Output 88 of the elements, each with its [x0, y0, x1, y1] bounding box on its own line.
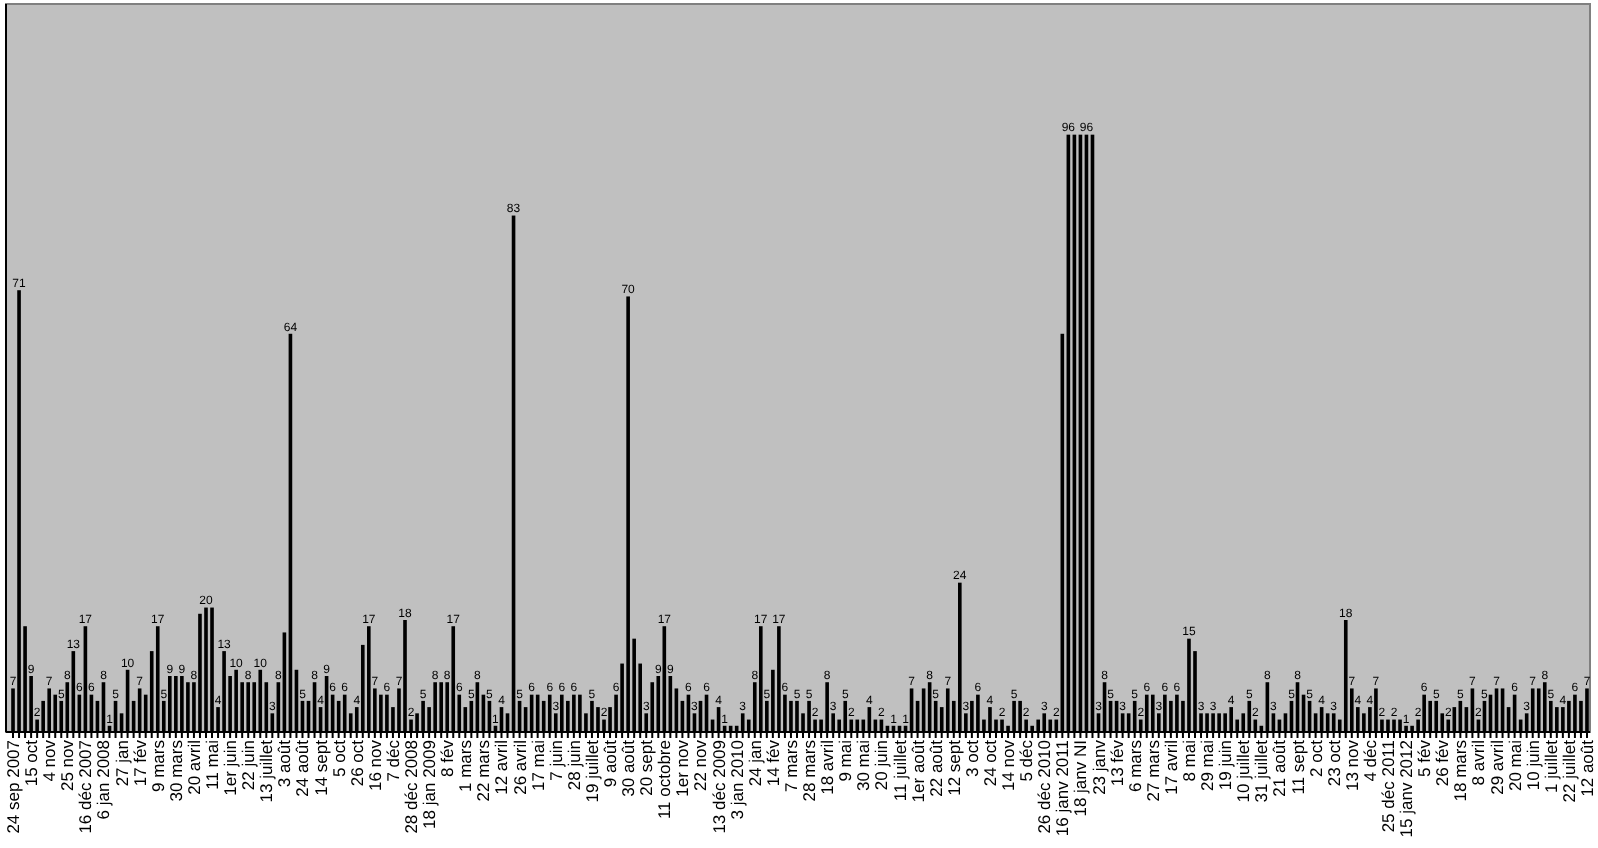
x-tick-label: 4 déc	[1359, 738, 1380, 782]
x-tick-label: 15 oct	[21, 738, 42, 787]
x-tick-label: 14 sept	[310, 738, 331, 796]
x-tick-label: 25 nov	[57, 738, 78, 792]
x-tick-label: 20 sept	[636, 738, 657, 796]
x-tick-label: 21 août	[1269, 738, 1290, 797]
x-tick-label: 10 juillet	[1233, 738, 1254, 803]
x-tick-label: 20 avril	[183, 739, 204, 795]
x-tick-label: 8 avril	[1468, 739, 1489, 786]
x-tick-label: 6 jan 2008	[93, 739, 114, 820]
x-tick-label: 26 avril	[509, 739, 530, 795]
x-tick-label: 1 juillet	[1540, 738, 1561, 793]
x-tick-label: 26 déc 2010	[1034, 739, 1055, 834]
x-tick-label: 24 jan	[744, 739, 765, 787]
x-tick-label: 16 déc 2007	[75, 739, 96, 834]
x-tick-label: 18 avril	[817, 739, 838, 795]
x-tick-label: 18 mars	[1450, 740, 1471, 802]
x-tick-label: 12 avril	[491, 739, 512, 795]
x-tick-label: 24 sep 2007	[3, 739, 24, 834]
x-tick-label: 5 oct	[328, 738, 349, 777]
x-tick-label: 11 juillet	[889, 738, 910, 802]
x-tick-label: 31 juillet	[1251, 738, 1272, 803]
x-tick-label: 24 août	[292, 738, 313, 797]
x-tick-label: 30 mai	[853, 739, 874, 792]
x-tick-label: 9 mars	[147, 740, 168, 792]
x-tick-label: 15 janv 2012	[1396, 739, 1417, 838]
x-tick-label: 9 août	[600, 738, 621, 788]
x-tick-label: 5 fév	[1414, 738, 1435, 777]
x-tick-label: 29 mai	[1197, 739, 1218, 792]
x-tick-label: 13 déc 2009	[708, 739, 729, 834]
x-tick-label: 7 déc	[382, 738, 403, 782]
x-tick-label: 20 mai	[1504, 739, 1525, 792]
x-tick-label: 12 sept	[943, 738, 964, 796]
x-tick-label: 17 mai	[527, 739, 548, 792]
x-tick-label: 16 nov	[364, 738, 385, 792]
x-tick-label: 25 déc 2011	[1377, 739, 1398, 833]
x-tick-label: 17 avril	[1160, 739, 1181, 795]
x-tick-label: 7 mars	[780, 740, 801, 792]
x-tick-label: 30 août	[618, 738, 639, 797]
x-tick-label: 27 mars	[1142, 740, 1163, 802]
x-tick-label: 8 mai	[1178, 739, 1199, 782]
x-tick-label: 28 juin	[563, 739, 584, 791]
x-tick-label: 22 mars	[473, 740, 494, 802]
x-tick-label: 16 janv 2011	[1052, 739, 1073, 837]
x-tick-label: 2 oct	[1305, 738, 1326, 777]
x-tick-label: 1er juin	[220, 739, 241, 796]
x-tick-label: 12 août	[1576, 738, 1597, 797]
x-tick-label: 3 oct	[961, 738, 982, 777]
x-tick-label: 22 juin	[238, 739, 259, 791]
x-tick-label: 5 déc	[1016, 738, 1037, 782]
x-tick-label: 3 août	[274, 738, 295, 788]
x-tick-label: 3 jan 2010	[726, 739, 747, 820]
x-tick-label: 23 janv	[1088, 738, 1109, 795]
x-tick-label: 29 avril	[1486, 739, 1507, 795]
x-tick-label: 7 juin	[545, 739, 566, 781]
x-tick-label: 30 mars	[165, 740, 186, 802]
x-tick-label: 1er nov	[672, 738, 693, 797]
x-tick-label: 17 fév	[129, 738, 150, 787]
x-tick-label: 13 juillet	[256, 738, 277, 803]
x-tick-label: 28 mars	[799, 740, 820, 802]
x-tick-label: 28 déc 2008	[401, 739, 422, 834]
x-tick-label: 8 fév	[437, 738, 458, 777]
x-tick-label: 24 oct	[979, 738, 1000, 787]
x-tick-label: 11 octobre	[654, 739, 675, 820]
x-tick-label: 26 oct	[346, 738, 367, 787]
x-tick-label: 18 janv NI	[1070, 740, 1091, 817]
x-tick-label: 13 fév	[1106, 738, 1127, 787]
x-tick-label: 20 juin	[871, 739, 892, 791]
x-tick-label: 1er août	[907, 738, 928, 803]
x-tick-label: 11 mai	[202, 739, 223, 790]
x-tick-label: 9 mai	[835, 739, 856, 782]
x-tick-label: 14 nov	[998, 738, 1019, 792]
x-tick-label: 22 juillet	[1558, 738, 1579, 803]
x-tick-label: 1 mars	[455, 740, 476, 792]
x-tick-label: 11 sept	[1287, 738, 1308, 795]
x-tick-label: 27 jan	[111, 739, 132, 787]
x-tick-label: 18 jan 2009	[419, 739, 440, 829]
x-tick-label: 10 juin	[1522, 739, 1543, 791]
x-tick-label: 6 mars	[1124, 740, 1145, 792]
x-tick-label: 14 fév	[762, 738, 783, 787]
x-tick-label: 22 nov	[690, 738, 711, 792]
x-tick-label: 23 oct	[1323, 738, 1344, 787]
x-tick-label: 19 juin	[1215, 739, 1236, 791]
x-tick-label: 22 août	[925, 738, 946, 797]
x-tick-label: 4 nov	[39, 738, 60, 782]
x-tick-label: 26 fév	[1432, 738, 1453, 787]
x-tick-label: 13 nov	[1341, 738, 1362, 792]
x-tick-label: 19 juillet	[581, 738, 602, 803]
